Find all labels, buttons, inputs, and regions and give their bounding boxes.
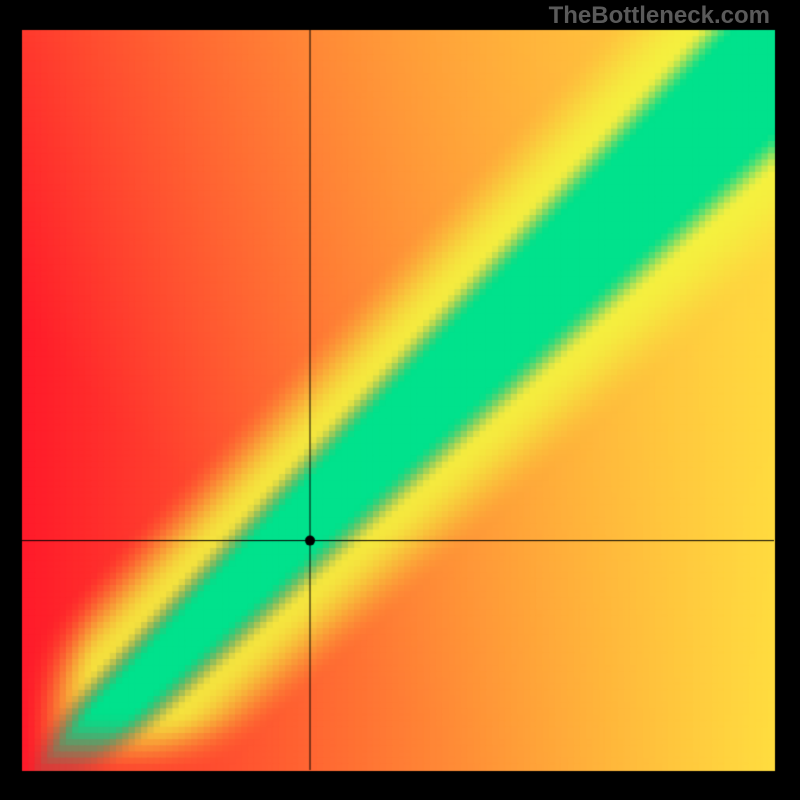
chart-container: TheBottleneck.com <box>0 0 800 800</box>
bottleneck-heatmap <box>0 0 800 800</box>
watermark-text: TheBottleneck.com <box>549 2 770 30</box>
